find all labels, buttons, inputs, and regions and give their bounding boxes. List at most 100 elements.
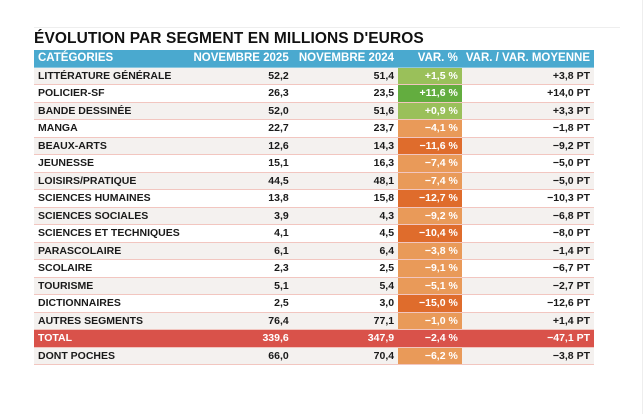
var-pct-cell: +11,6 % [398,84,462,103]
table-row: POLICIER-SF 26,3 23,5 +11,6 % +14,0 PT [34,84,594,103]
category-cell: DONT POCHES [34,347,190,365]
var-moyenne-cell: −47,1 PT [461,329,594,348]
nov-2025-cell: 26,3 [189,84,293,103]
category-cell: SCIENCES ET TECHNIQUES [34,224,190,243]
nov-2024-cell: 48,1 [292,172,399,190]
var-moyenne-cell: −6,8 PT [461,207,594,225]
nov-2025-cell: 22,7 [189,119,293,138]
category-cell: BEAUX-ARTS [34,137,190,155]
category-cell: SCIENCES HUMAINES [34,189,190,208]
table-row: SCIENCES HUMAINES 13,8 15,8 −12,7 % −10,3 PT [34,189,594,208]
nov-2024-cell: 2,5 [292,259,399,278]
var-moyenne-cell: −12,6 PT [461,294,594,313]
header-nov-2025: NOVEMBRE 2025 [189,50,293,68]
nov-2025-cell: 4,1 [189,224,293,243]
nov-2025-cell: 6,1 [189,242,293,260]
nov-2025-cell: 76,4 [189,312,293,330]
var-pct-cell: −5,1 % [398,277,462,295]
nov-2025-cell: 52,0 [189,102,293,120]
table-row: SCOLAIRE 2,3 2,5 −9,1 % −6,7 PT [34,259,594,278]
nov-2024-cell: 70,4 [292,347,399,365]
var-moyenne-cell: −10,3 PT [461,189,594,208]
var-moyenne-cell: −5,0 PT [461,172,594,190]
category-cell: JEUNESSE [34,154,190,173]
var-moyenne-cell: +3,3 PT [461,102,594,120]
table-row: DICTIONNAIRES 2,5 3,0 −15,0 % −12,6 PT [34,294,594,313]
var-pct-cell: −3,8 % [398,242,462,260]
var-moyenne-cell: −8,0 PT [461,224,594,243]
nov-2025-cell: 339,6 [189,329,293,348]
nov-2025-cell: 2,5 [189,294,293,313]
nov-2024-cell: 51,6 [292,102,399,120]
table-row: SCIENCES SOCIALES 3,9 4,3 −9,2 % −6,8 PT [34,207,594,225]
header-var-moyenne: VAR. / VAR. MOYENNE [461,50,594,68]
table-row: DONT POCHES 66,0 70,4 −6,2 % −3,8 PT [34,347,594,365]
table-row: AUTRES SEGMENTS 76,4 77,1 −1,0 % +1,4 PT [34,312,594,330]
table-row: LITTÉRATURE GÉNÉRALE 52,2 51,4 +1,5 % +3,8 P… [34,67,594,85]
table-row: TOURISME 5,1 5,4 −5,1 % −2,7 PT [34,277,594,295]
var-pct-cell: −12,7 % [398,189,462,208]
category-cell: MANGA [34,119,190,138]
category-cell: DICTIONNAIRES [34,294,190,313]
table-title: ÉVOLUTION PAR SEGMENT EN MILLIONS D'EURO… [34,30,424,47]
nov-2024-cell: 4,5 [292,224,399,243]
nov-2024-cell: 77,1 [292,312,399,330]
var-pct-cell: −11,6 % [398,137,462,155]
var-moyenne-cell: −3,8 PT [461,347,594,365]
category-cell: SCOLAIRE [34,259,190,278]
category-cell: TOURISME [34,277,190,295]
var-pct-cell: −6,2 % [398,347,462,365]
table-row: BEAUX-ARTS 12,6 14,3 −11,6 % −9,2 PT [34,137,594,155]
nov-2024-cell: 14,3 [292,137,399,155]
var-moyenne-cell: −2,7 PT [461,277,594,295]
nov-2024-cell: 23,7 [292,119,399,138]
nov-2025-cell: 52,2 [189,67,293,85]
header-categories: CATÉGORIES [34,50,190,68]
var-moyenne-cell: +3,8 PT [461,67,594,85]
nov-2024-cell: 347,9 [292,329,399,348]
category-cell: SCIENCES SOCIALES [34,207,190,225]
table-row: BANDE DESSINÉE 52,0 51,6 +0,9 % +3,3 PT [34,102,594,120]
nov-2024-cell: 4,3 [292,207,399,225]
category-cell: PARASCOLAIRE [34,242,190,260]
category-cell: AUTRES SEGMENTS [34,312,190,330]
category-cell: LITTÉRATURE GÉNÉRALE [34,67,190,85]
var-pct-cell: −7,4 % [398,172,462,190]
var-pct-cell: +0,9 % [398,102,462,120]
var-pct-cell: −4,1 % [398,119,462,138]
right-divider [642,0,643,414]
var-moyenne-cell: −9,2 PT [461,137,594,155]
var-moyenne-cell: −6,7 PT [461,259,594,278]
header-nov-2024: NOVEMBRE 2024 [292,50,399,68]
var-moyenne-cell: +1,4 PT [461,312,594,330]
nov-2025-cell: 2,3 [189,259,293,278]
total-row: TOTAL 339,6 347,9 −2,4 % −47,1 PT [34,329,594,348]
var-pct-cell: +1,5 % [398,67,462,85]
nov-2025-cell: 66,0 [189,347,293,365]
top-divider [34,27,620,28]
nov-2024-cell: 3,0 [292,294,399,313]
nov-2024-cell: 16,3 [292,154,399,173]
nov-2024-cell: 15,8 [292,189,399,208]
var-pct-cell: −9,1 % [398,259,462,278]
nov-2024-cell: 6,4 [292,242,399,260]
var-moyenne-cell: −5,0 PT [461,154,594,173]
category-cell: LOISIRS/PRATIQUE [34,172,190,190]
category-cell: POLICIER-SF [34,84,190,103]
nov-2025-cell: 3,9 [189,207,293,225]
table-header-row: CATÉGORIES NOVEMBRE 2025 NOVEMBRE 2024 V… [34,50,594,68]
table-row: SCIENCES ET TECHNIQUES 4,1 4,5 −10,4 % −8,0 … [34,224,594,243]
nov-2025-cell: 15,1 [189,154,293,173]
nov-2024-cell: 5,4 [292,277,399,295]
nov-2025-cell: 12,6 [189,137,293,155]
nov-2025-cell: 5,1 [189,277,293,295]
category-cell: TOTAL [34,329,190,348]
table-row: PARASCOLAIRE 6,1 6,4 −3,8 % −1,4 PT [34,242,594,260]
table-row: JEUNESSE 15,1 16,3 −7,4 % −5,0 PT [34,154,594,173]
var-pct-cell: −2,4 % [398,329,462,348]
var-moyenne-cell: −1,8 PT [461,119,594,138]
var-pct-cell: −15,0 % [398,294,462,313]
nov-2025-cell: 13,8 [189,189,293,208]
segment-table: CATÉGORIES NOVEMBRE 2025 NOVEMBRE 2024 V… [34,50,594,365]
var-pct-cell: −1,0 % [398,312,462,330]
